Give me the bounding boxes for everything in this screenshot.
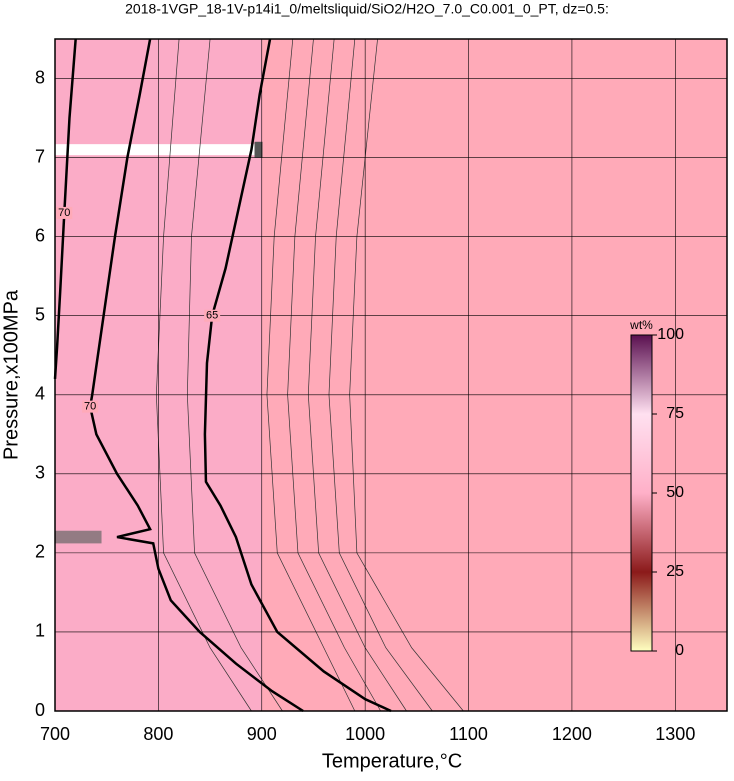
anomaly-band bbox=[254, 141, 263, 158]
contour-label: 65 bbox=[206, 310, 218, 322]
colorbar-tick-label: 25 bbox=[666, 563, 684, 580]
anomaly-band bbox=[55, 530, 102, 544]
x-tick-label: 1100 bbox=[449, 724, 488, 744]
chart-title: 2018-1VGP_18-1V-p14i1_0/meltsliquid/SiO2… bbox=[125, 1, 609, 17]
colorbar-label: wt% bbox=[629, 318, 653, 332]
y-tick-label: 2 bbox=[35, 542, 45, 562]
colorbar bbox=[630, 334, 653, 652]
contour-label-bg bbox=[82, 400, 99, 413]
contour-label: 70 bbox=[84, 401, 96, 413]
colorbar-tick-label: 50 bbox=[666, 484, 684, 501]
x-tick-label: 1300 bbox=[655, 724, 695, 744]
plot-frame bbox=[54, 38, 728, 712]
y-tick-label: 4 bbox=[35, 384, 45, 404]
x-tick-label: 1200 bbox=[552, 724, 592, 744]
y-tick-label: 6 bbox=[35, 225, 45, 245]
contour-label: 70 bbox=[58, 207, 70, 219]
contour-label-bg bbox=[56, 206, 73, 219]
contour-line bbox=[88, 38, 304, 713]
y-tick-label: 7 bbox=[35, 146, 45, 166]
y-tick-label: 0 bbox=[35, 700, 45, 720]
y-tick-label: 8 bbox=[35, 67, 45, 87]
x-axis-label: Temperature,°C bbox=[322, 750, 462, 772]
contour-line bbox=[53, 38, 77, 380]
contour-label-bg bbox=[204, 309, 221, 322]
x-tick-label: 700 bbox=[40, 724, 70, 744]
x-tick-label: 800 bbox=[143, 724, 173, 744]
y-axis-label: Pressure,x100MPa bbox=[0, 289, 22, 460]
colorbar-tick-label: 75 bbox=[666, 405, 684, 422]
y-tick-label: 1 bbox=[35, 621, 45, 641]
x-tick-label: 900 bbox=[247, 724, 277, 744]
colorbar-tick-label: 100 bbox=[657, 326, 684, 343]
contour-line bbox=[203, 38, 392, 713]
colorbar-tick-label: 0 bbox=[675, 642, 684, 659]
x-tick-label: 1000 bbox=[345, 724, 385, 744]
y-tick-label: 5 bbox=[35, 304, 45, 324]
anomaly-band bbox=[55, 144, 255, 156]
y-tick-label: 3 bbox=[35, 463, 45, 483]
